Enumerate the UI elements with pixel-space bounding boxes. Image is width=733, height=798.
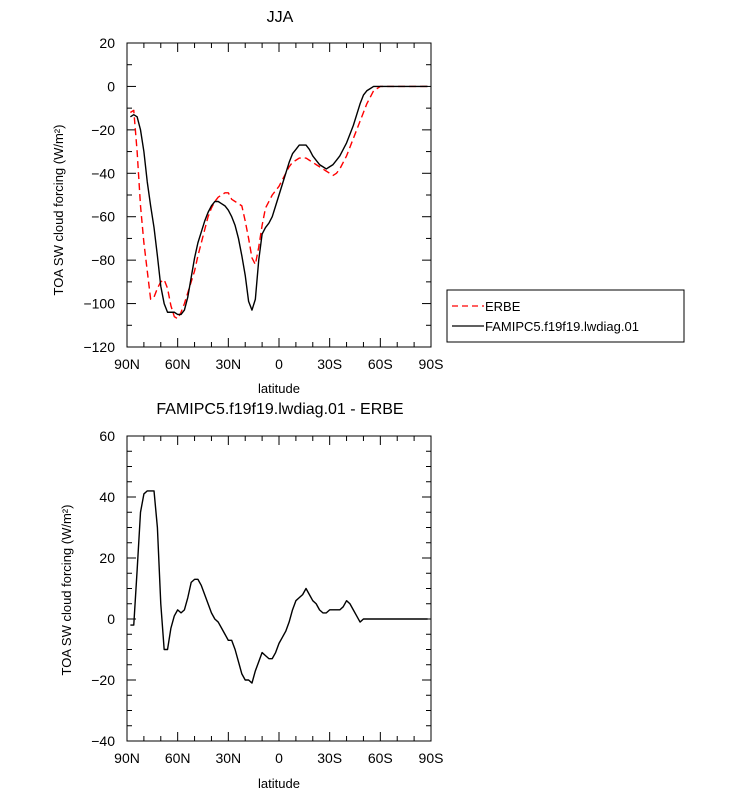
bottom-x-tick-label: 90S <box>419 750 444 766</box>
bottom-x-tick-label: 60N <box>165 750 191 766</box>
top-series-lines <box>130 85 428 320</box>
top-y-tick-label: −20 <box>91 122 115 138</box>
legend-box <box>446 289 685 343</box>
top-x-tick-label: 0 <box>275 356 283 372</box>
top-y-tick-label: −40 <box>91 165 115 181</box>
top-x-tick-label: 60S <box>368 356 393 372</box>
bottom-x-ticks: 90N 60N 30N 0 30S 60S 90S <box>114 436 443 766</box>
bottom-x-tick-label: 0 <box>275 750 283 766</box>
top-x-tick-label: 90S <box>419 356 444 372</box>
top-y-tick-label: 0 <box>107 78 115 94</box>
bottom-y-tick-label: 0 <box>107 611 115 627</box>
bottom-series-line-0 <box>130 490 428 684</box>
bottom-plot-frame <box>126 435 432 742</box>
legend-model-label: FAMIPC5.f19f19.lwdiag.01 <box>485 319 639 334</box>
bottom-y-ticks: 60 40 20 0 −20 −40 <box>91 428 431 749</box>
bottom-x-tick-label: 30S <box>317 750 342 766</box>
top-y-tick-label: −120 <box>83 339 115 355</box>
top-series-line-1 <box>130 85 428 316</box>
top-y-axis-label: TOA SW cloud forcing (W/m²) <box>51 125 66 296</box>
bottom-y-tick-label: −40 <box>91 733 115 749</box>
bottom-y-tick-label: 20 <box>99 550 115 566</box>
bottom-y-tick-label: 40 <box>99 489 115 505</box>
top-series-line-0 <box>130 85 428 320</box>
legend: ERBE FAMIPC5.f19f19.lwdiag.01 <box>446 289 685 343</box>
bottom-x-axis-label: latitude <box>258 776 300 791</box>
top-x-tick-label: 90N <box>114 356 140 372</box>
bottom-y-tick-label: 60 <box>99 428 115 444</box>
top-y-tick-label: −60 <box>91 209 115 225</box>
top-x-tick-label: 60N <box>165 356 191 372</box>
top-x-tick-label: 30N <box>215 356 241 372</box>
bottom-panel: FAMIPC5.f19f19.lwdiag.01 - ERBE 90N 60N 30… <box>59 401 443 791</box>
top-x-axis-label: latitude <box>258 381 300 396</box>
top-x-tick-label: 30S <box>317 356 342 372</box>
top-y-tick-label: −100 <box>83 296 115 312</box>
bottom-x-tick-label: 90N <box>114 750 140 766</box>
top-y-tick-label: 20 <box>99 35 115 51</box>
bottom-y-tick-label: −20 <box>91 672 115 688</box>
bottom-x-tick-label: 60S <box>368 750 393 766</box>
top-y-tick-label: −80 <box>91 252 115 268</box>
bottom-series-lines <box>130 490 428 684</box>
bottom-chart-title: FAMIPC5.f19f19.lwdiag.01 - ERBE <box>156 401 403 418</box>
legend-erbe-label: ERBE <box>485 299 521 314</box>
top-panel: JJA 90N 60N 30N 0 30S 60S 90S 20 0 −20 −40 −60 −80 −… <box>51 9 685 396</box>
bottom-x-tick-label: 30N <box>215 750 241 766</box>
top-chart-title: JJA <box>267 9 294 26</box>
top-x-ticks: 90N 60N 30N 0 30S 60S 90S <box>114 43 443 372</box>
top-y-ticks: 20 0 −20 −40 −60 −80 −100 −120 <box>83 35 431 355</box>
bottom-y-axis-label: TOA SW cloud forcing (W/m²) <box>59 505 74 676</box>
